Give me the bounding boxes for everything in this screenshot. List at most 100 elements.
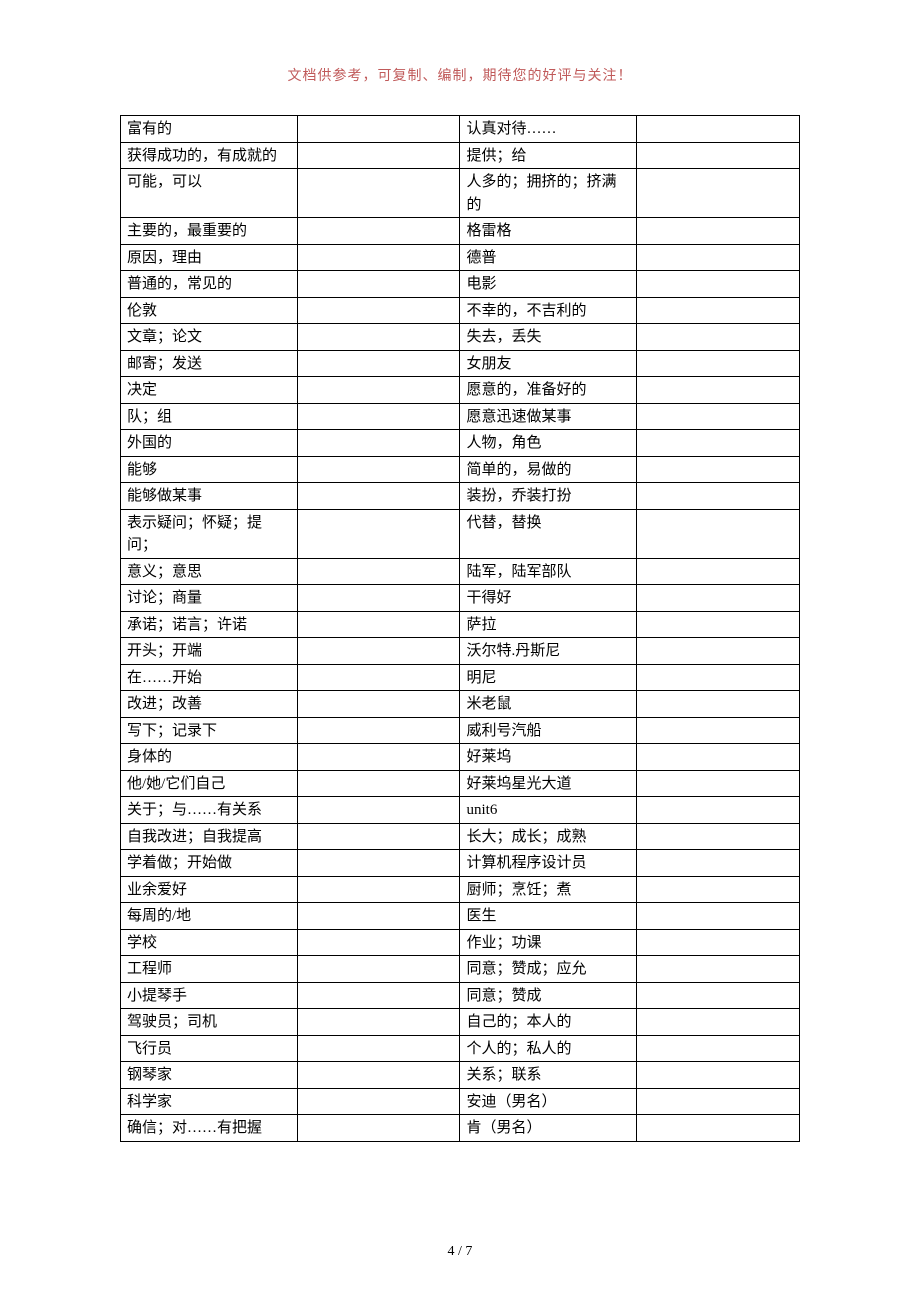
table-row: 改进；改善 米老鼠 <box>121 691 800 718</box>
table-cell <box>297 350 460 377</box>
table-cell <box>297 324 460 351</box>
table-cell <box>297 169 460 218</box>
table-row: 学校作业；功课 <box>121 929 800 956</box>
table-cell: 提供；给 <box>460 142 637 169</box>
table-row: 普通的，常见的电影 <box>121 271 800 298</box>
table-cell: 承诺；诺言；许诺 <box>121 611 298 638</box>
table-cell: 厨师；烹饪；煮 <box>460 876 637 903</box>
table-cell <box>637 116 800 143</box>
table-cell <box>637 929 800 956</box>
table-cell: 格雷格 <box>460 218 637 245</box>
table-cell <box>637 956 800 983</box>
table-cell: 自我改进；自我提高 <box>121 823 298 850</box>
table-cell <box>637 982 800 1009</box>
table-cell: 在……开始 <box>121 664 298 691</box>
table-cell: 装扮，乔装打扮 <box>460 483 637 510</box>
table-cell <box>637 558 800 585</box>
table-cell: 人物，角色 <box>460 430 637 457</box>
vocab-table-container: 富有的认真对待……获得成功的，有成就的提供；给可能，可以人多的；拥挤的；挤满的主… <box>0 115 920 1142</box>
table-cell <box>297 903 460 930</box>
table-cell <box>637 823 800 850</box>
table-cell: 干得好 <box>460 585 637 612</box>
table-cell: 同意；赞成 <box>460 982 637 1009</box>
table-cell <box>637 664 800 691</box>
table-cell: 可能，可以 <box>121 169 298 218</box>
table-row: 富有的认真对待…… <box>121 116 800 143</box>
table-row: 可能，可以人多的；拥挤的；挤满的 <box>121 169 800 218</box>
table-cell: 同意；赞成；应允 <box>460 956 637 983</box>
table-cell: 文章；论文 <box>121 324 298 351</box>
table-row: 文章；论文 失去，丢失 <box>121 324 800 351</box>
table-cell <box>637 797 800 824</box>
table-row: 自我改进；自我提高 长大；成长；成熟 <box>121 823 800 850</box>
table-cell <box>297 850 460 877</box>
table-cell <box>297 982 460 1009</box>
table-cell <box>297 456 460 483</box>
table-cell: 关于；与……有关系 <box>121 797 298 824</box>
table-cell: 个人的；私人的 <box>460 1035 637 1062</box>
table-cell <box>297 403 460 430</box>
table-row: 讨论；商量干得好 <box>121 585 800 612</box>
table-cell: 作业；功课 <box>460 929 637 956</box>
table-cell <box>297 430 460 457</box>
table-cell <box>297 717 460 744</box>
table-cell <box>637 324 800 351</box>
table-cell <box>297 823 460 850</box>
table-row: 飞行员个人的；私人的 <box>121 1035 800 1062</box>
table-cell: 愿意迅速做某事 <box>460 403 637 430</box>
table-cell <box>297 929 460 956</box>
table-cell <box>297 558 460 585</box>
table-cell <box>637 903 800 930</box>
table-cell <box>297 116 460 143</box>
table-cell: 改进；改善 <box>121 691 298 718</box>
table-cell: 写下；记录下 <box>121 717 298 744</box>
table-row: 关于；与……有关系unit6 <box>121 797 800 824</box>
table-cell <box>637 1088 800 1115</box>
table-cell <box>637 244 800 271</box>
table-cell <box>637 717 800 744</box>
table-cell <box>297 1009 460 1036</box>
vocab-table-body: 富有的认真对待……获得成功的，有成就的提供；给可能，可以人多的；拥挤的；挤满的主… <box>121 116 800 1142</box>
table-cell <box>637 638 800 665</box>
table-cell: 开头；开端 <box>121 638 298 665</box>
table-cell <box>297 218 460 245</box>
page-number: 4 / 7 <box>448 1244 473 1259</box>
table-cell: 工程师 <box>121 956 298 983</box>
table-cell <box>637 1115 800 1142</box>
table-row: 每周的/地 医生 <box>121 903 800 930</box>
table-cell <box>637 850 800 877</box>
table-cell <box>637 585 800 612</box>
table-cell: 威利号汽船 <box>460 717 637 744</box>
table-cell: 队；组 <box>121 403 298 430</box>
table-cell: 女朋友 <box>460 350 637 377</box>
table-cell <box>637 1035 800 1062</box>
table-row: 开头；开端沃尔特.丹斯尼 <box>121 638 800 665</box>
table-cell: 能够做某事 <box>121 483 298 510</box>
table-cell: 米老鼠 <box>460 691 637 718</box>
table-cell <box>637 1009 800 1036</box>
table-cell: 学着做；开始做 <box>121 850 298 877</box>
table-cell <box>297 244 460 271</box>
table-cell <box>637 691 800 718</box>
table-cell <box>297 691 460 718</box>
table-row: 驾驶员；司机自己的；本人的 <box>121 1009 800 1036</box>
table-row: 主要的，最重要的格雷格 <box>121 218 800 245</box>
table-row: 小提琴手同意；赞成 <box>121 982 800 1009</box>
table-cell: 长大；成长；成熟 <box>460 823 637 850</box>
table-cell: 德普 <box>460 244 637 271</box>
table-cell <box>297 1035 460 1062</box>
table-cell: 失去，丢失 <box>460 324 637 351</box>
table-cell: 愿意的，准备好的 <box>460 377 637 404</box>
table-cell: 表示疑问；怀疑；提问； <box>121 509 298 558</box>
table-cell <box>637 218 800 245</box>
table-cell: 原因，理由 <box>121 244 298 271</box>
vocab-table: 富有的认真对待……获得成功的，有成就的提供；给可能，可以人多的；拥挤的；挤满的主… <box>120 115 800 1142</box>
table-row: 外国的人物，角色 <box>121 430 800 457</box>
table-cell: 每周的/地 <box>121 903 298 930</box>
table-row: 写下；记录下 威利号汽船 <box>121 717 800 744</box>
table-row: 学着做；开始做计算机程序设计员 <box>121 850 800 877</box>
table-row: 伦敦不幸的，不吉利的 <box>121 297 800 324</box>
table-cell: 医生 <box>460 903 637 930</box>
table-cell: 确信；对……有把握 <box>121 1115 298 1142</box>
table-row: 意义；意思陆军，陆军部队 <box>121 558 800 585</box>
